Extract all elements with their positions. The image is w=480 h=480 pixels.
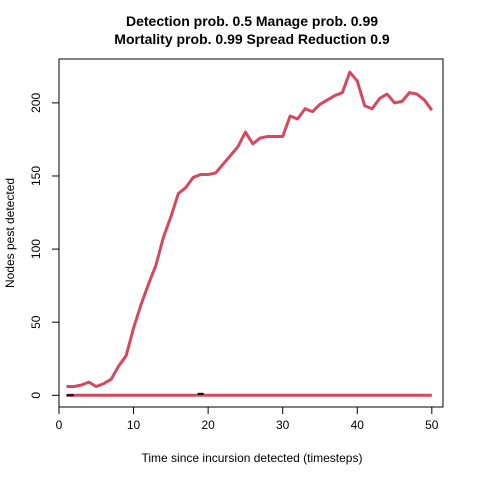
x-axis: 0 10 20 30 40 50 [56,406,439,432]
x-tick-label: 0 [56,418,63,432]
y-tick-label: 50 [29,315,43,329]
x-axis-label: Time since incursion detected (timesteps… [142,451,363,465]
y-axis-label: Nodes pest detected [3,178,17,288]
y-tick-label: 0 [29,392,43,399]
x-tick-label: 20 [201,418,215,432]
chart-title-line2: Mortality prob. 0.99 Spread Reduction 0.… [114,31,390,47]
x-tick-label: 50 [425,418,439,432]
y-tick-label: 100 [29,239,43,259]
x-tick-label: 30 [276,418,290,432]
y-tick-label: 150 [29,166,43,186]
series-layer [66,70,434,397]
plot-frame [58,58,444,408]
series-line-1 [66,70,434,389]
x-tick-label: 10 [127,418,141,432]
x-tick-label: 40 [351,418,365,432]
chart-title-line1: Detection prob. 0.5 Manage prob. 0.99 [126,13,378,29]
y-axis: 0 50 100 150 200 [29,93,60,399]
y-tick-label: 200 [29,93,43,113]
